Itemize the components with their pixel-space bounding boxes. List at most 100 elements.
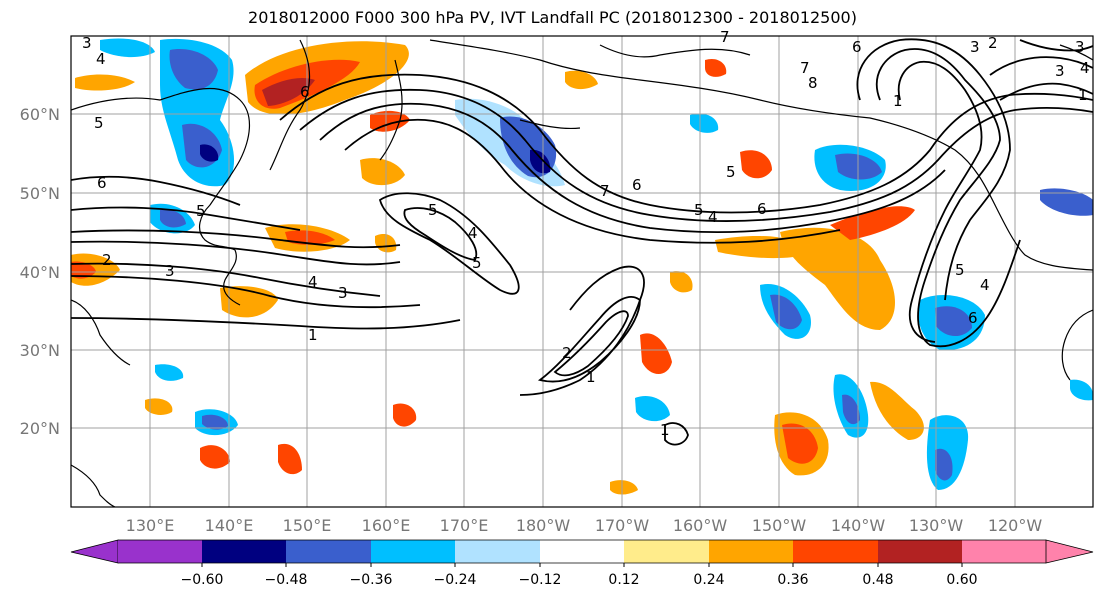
colorbar-segment bbox=[202, 540, 286, 563]
contour-label: 6 bbox=[968, 309, 978, 327]
contour-label: 7 bbox=[720, 28, 730, 46]
lat-label: 40°N bbox=[20, 263, 60, 282]
shade-positive bbox=[278, 443, 302, 475]
contour-label: 5 bbox=[428, 201, 438, 219]
contour-label: 6 bbox=[757, 200, 767, 218]
colorbar-segment bbox=[118, 540, 202, 563]
contour-label: 3 bbox=[165, 262, 175, 280]
lon-label: 120°W bbox=[988, 516, 1043, 535]
contour-label: 3 bbox=[338, 284, 348, 302]
contour-label: 8 bbox=[808, 74, 818, 92]
lon-label: 140°W bbox=[831, 516, 886, 535]
map-title: 2018012000 F000 300 hPa PV, IVT Landfall… bbox=[248, 8, 857, 27]
contour-label: 1 bbox=[893, 92, 903, 110]
contour-label: 2 bbox=[562, 344, 572, 362]
shade-positive bbox=[705, 58, 727, 77]
lon-label: 140°E bbox=[205, 516, 254, 535]
shade-positive bbox=[565, 70, 598, 90]
contour-label: 3 bbox=[1075, 38, 1085, 56]
colorbar-segment bbox=[1045, 539, 1094, 564]
contour-label: 4 bbox=[308, 273, 318, 291]
shade-negative bbox=[690, 113, 719, 133]
contour-label: 1 bbox=[660, 421, 670, 439]
colorbar: −0.60 −0.48 −0.36 −0.24 −0.12 0.12 0.24 … bbox=[70, 539, 1094, 588]
contour-label: 2 bbox=[988, 34, 998, 52]
longitude-labels: 130°E 140°E 150°E 160°E 170°E 180°W 170°… bbox=[126, 516, 1043, 535]
contour-label: 3 bbox=[82, 34, 92, 52]
shade-negative bbox=[1040, 188, 1093, 216]
colorbar-segment bbox=[371, 540, 455, 563]
shade-positive bbox=[782, 423, 818, 464]
shade-positive bbox=[870, 381, 924, 440]
shade-positive bbox=[360, 158, 405, 186]
contour-label: 6 bbox=[300, 83, 310, 101]
contour-label: 7 bbox=[800, 59, 810, 77]
lon-label: 170°E bbox=[440, 516, 489, 535]
shade-positive bbox=[393, 403, 417, 427]
colorbar-segment bbox=[540, 540, 624, 563]
lon-label: 130°E bbox=[126, 516, 175, 535]
shade-positive bbox=[610, 480, 638, 495]
colorbar-tick-label: 0.36 bbox=[777, 572, 808, 588]
colorbar-tick-label: 0.24 bbox=[693, 572, 724, 588]
contour-label: 4 bbox=[980, 276, 990, 294]
shade-negative bbox=[160, 209, 186, 228]
contour-label: 7 bbox=[600, 182, 610, 200]
shade-positive bbox=[830, 206, 915, 240]
contour-label: 6 bbox=[97, 174, 107, 192]
contour-label: 3 bbox=[1055, 62, 1065, 80]
contour-label: 6 bbox=[632, 176, 642, 194]
graticule bbox=[71, 36, 1093, 507]
contour-label: 4 bbox=[1080, 59, 1090, 77]
shade-positive bbox=[71, 261, 96, 279]
contour-label: 1 bbox=[1078, 86, 1088, 104]
colorbar-tick-label: 0.48 bbox=[862, 572, 893, 588]
colorbar-segment bbox=[455, 540, 540, 563]
colorbar-segment bbox=[793, 540, 878, 563]
contour-label: 4 bbox=[708, 208, 718, 226]
lat-label: 30°N bbox=[20, 341, 60, 360]
shade-positive bbox=[145, 398, 173, 415]
lon-label: 170°W bbox=[595, 516, 650, 535]
shade-positive bbox=[200, 445, 230, 469]
lat-label: 50°N bbox=[20, 184, 60, 203]
shade-positive bbox=[75, 74, 135, 91]
colorbar-segment bbox=[70, 539, 119, 564]
colorbar-tick-label: −0.12 bbox=[519, 572, 562, 588]
shade-negative bbox=[155, 364, 184, 381]
shade-positive bbox=[670, 271, 693, 293]
contour-label: 6 bbox=[852, 38, 862, 56]
contour-label: 4 bbox=[468, 224, 478, 242]
lon-label: 150°W bbox=[752, 516, 807, 535]
colorbar-tick-label: 0.12 bbox=[608, 572, 639, 588]
contour-label: 1 bbox=[586, 368, 596, 386]
shade-positive bbox=[640, 333, 672, 374]
contour-label: 5 bbox=[472, 254, 482, 272]
contour-label: 2 bbox=[102, 251, 112, 269]
lat-label: 20°N bbox=[20, 419, 60, 438]
shade-positive bbox=[780, 227, 895, 330]
shade-negative bbox=[169, 49, 218, 90]
shade-negative bbox=[202, 414, 228, 430]
shade-positive bbox=[262, 78, 315, 106]
shade-negative bbox=[530, 149, 551, 174]
lon-label: 160°W bbox=[673, 516, 728, 535]
colorbar-segment bbox=[286, 540, 371, 563]
colorbar-segment bbox=[709, 540, 793, 563]
lon-label: 180°W bbox=[516, 516, 571, 535]
shade-negative bbox=[770, 294, 802, 330]
contour-label: 1 bbox=[308, 326, 318, 344]
colorbar-ticks bbox=[201, 563, 963, 567]
pv-contours bbox=[71, 38, 1093, 446]
shade-negative bbox=[935, 448, 953, 481]
lon-label: 130°W bbox=[909, 516, 964, 535]
colorbar-tick-label: 0.60 bbox=[946, 572, 977, 588]
colorbar-tick-label: −0.24 bbox=[434, 572, 477, 588]
colorbar-segment bbox=[624, 540, 709, 563]
colorbar-tick-label: −0.48 bbox=[265, 572, 308, 588]
shade-negative bbox=[635, 395, 670, 422]
shade-negative bbox=[935, 306, 972, 337]
contour-label: 5 bbox=[694, 201, 704, 219]
contour-label: 3 bbox=[970, 38, 980, 56]
